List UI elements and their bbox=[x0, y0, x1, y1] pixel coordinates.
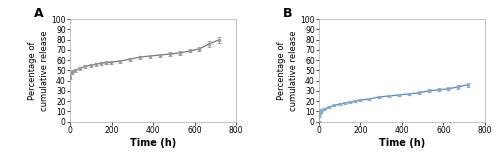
Y-axis label: Percentage of
cumulative release: Percentage of cumulative release bbox=[28, 30, 48, 111]
X-axis label: Time (h): Time (h) bbox=[379, 138, 425, 148]
Text: B: B bbox=[282, 7, 292, 20]
Y-axis label: Percentage of
cumulative release: Percentage of cumulative release bbox=[277, 30, 297, 111]
Text: A: A bbox=[34, 7, 43, 20]
X-axis label: Time (h): Time (h) bbox=[130, 138, 176, 148]
